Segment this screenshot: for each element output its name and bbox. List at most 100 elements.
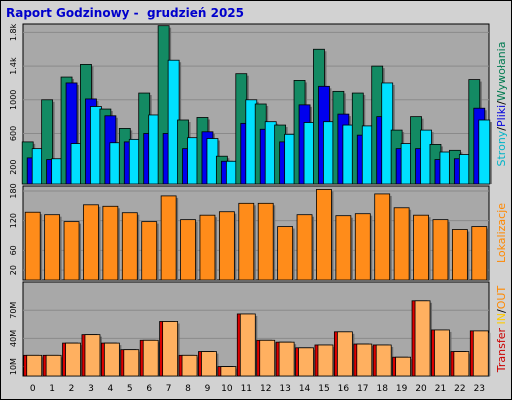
ytick-label-pages: 1000 xyxy=(9,90,18,110)
bar-transfer-3 xyxy=(84,334,101,377)
panel-label-part: Pliki xyxy=(495,105,508,127)
xtick-label: 20 xyxy=(415,384,427,394)
bar-visits-5 xyxy=(121,212,138,281)
bar-transfer-7 xyxy=(162,321,179,377)
chart-title: Raport Godzinowy - grudzień 2025 xyxy=(6,6,244,20)
xtick-label: 12 xyxy=(260,384,271,394)
bar-pages-23 xyxy=(478,119,491,185)
bar-visits-12 xyxy=(257,202,274,281)
xtick-label: 18 xyxy=(376,384,388,394)
xtick-label: 13 xyxy=(279,384,290,394)
bar-transfer-8 xyxy=(181,354,198,377)
panel-label-part: IN xyxy=(495,313,508,324)
panel-label-part: Transfer xyxy=(495,327,508,373)
bar-visits-7 xyxy=(160,195,177,281)
panel-label-part: Lokalizacje xyxy=(495,203,508,263)
bar-transfer-6 xyxy=(142,339,159,377)
bar-visits-13 xyxy=(277,226,294,281)
bar-transfer-14 xyxy=(298,347,314,377)
panel-label-part: Strony xyxy=(495,130,508,166)
bar-visits-1 xyxy=(44,214,61,281)
xtick-label: 19 xyxy=(396,384,408,394)
ytick-label-transfer: 40M xyxy=(9,330,18,347)
bar-visits-22 xyxy=(451,229,468,281)
ytick-label-pages: 1.8k xyxy=(9,23,18,41)
bar-visits-0 xyxy=(24,211,41,281)
bar-visits-19 xyxy=(393,207,410,281)
ytick-label-visits: 20 xyxy=(9,265,18,275)
bar-transfer-1 xyxy=(45,354,62,377)
xtick-label: 10 xyxy=(221,384,233,394)
bar-visits-16 xyxy=(335,215,352,281)
bar-visits-17 xyxy=(354,213,371,281)
bar-transfer-12 xyxy=(259,339,276,377)
bar-transfer-15 xyxy=(317,344,334,377)
ytick-label-transfer: 70M xyxy=(9,302,18,319)
xtick-label: 2 xyxy=(69,384,75,394)
bar-transfer-5 xyxy=(123,349,140,377)
bar-transfer-2 xyxy=(65,342,81,377)
bar-transfer-11 xyxy=(239,313,256,377)
xtick-label: 17 xyxy=(357,384,368,394)
panel-label-transfer: Transfer IN/OUT xyxy=(495,286,508,374)
bar-transfer-4 xyxy=(103,342,120,377)
panel-label-part: / xyxy=(495,309,508,313)
ytick-label-pages: 1.4k xyxy=(9,57,18,75)
ytick-label-visits: 120 xyxy=(9,213,18,228)
bar-transfer-21 xyxy=(434,329,450,377)
xtick-label: 16 xyxy=(338,384,350,394)
panel-visits xyxy=(22,185,490,281)
bar-visits-14 xyxy=(296,214,313,281)
bar-transfer-10 xyxy=(220,366,237,377)
bar-visits-15 xyxy=(316,189,332,281)
xtick-label: 3 xyxy=(88,384,94,394)
xtick-label: 14 xyxy=(299,384,311,394)
panel-label-part: / xyxy=(495,127,508,131)
ytick-label-transfer: 10M xyxy=(9,358,18,375)
bar-visits-9 xyxy=(199,214,216,281)
bar-visits-18 xyxy=(374,193,391,281)
bar-transfer-9 xyxy=(201,351,217,377)
bar-visits-3 xyxy=(83,204,99,281)
panel-label-pages: Strony/Pliki/Wywołania xyxy=(495,42,508,167)
bar-visits-10 xyxy=(218,211,235,281)
bar-transfer-0 xyxy=(26,354,43,377)
bar-transfer-16 xyxy=(336,331,353,377)
panel-label-part: OUT xyxy=(495,286,508,310)
bar-visits-2 xyxy=(63,221,80,281)
ytick-label-visits: 180 xyxy=(9,183,18,198)
bar-visits-4 xyxy=(102,205,119,281)
xtick-label: 23 xyxy=(474,384,485,394)
xtick-label: 11 xyxy=(241,384,252,394)
ytick-label-visits: 60 xyxy=(9,245,18,255)
xtick-label: 7 xyxy=(166,384,172,394)
bar-transfer-20 xyxy=(414,300,431,377)
panel-label-part: Wywołania xyxy=(495,42,508,102)
xtick-label: 9 xyxy=(205,384,211,394)
bar-visits-21 xyxy=(432,219,449,281)
xtick-label: 5 xyxy=(127,384,133,394)
bar-transfer-22 xyxy=(453,351,470,377)
xtick-label: 0 xyxy=(30,384,36,394)
xtick-label: 22 xyxy=(454,384,465,394)
bar-transfer-18 xyxy=(375,344,392,377)
panel-label-part: / xyxy=(495,101,508,105)
bar-visits-20 xyxy=(413,214,429,281)
bar-transfer-17 xyxy=(356,343,373,377)
xtick-label: 21 xyxy=(435,384,446,394)
panel-label-visits: Lokalizacje xyxy=(495,203,508,263)
bar-visits-8 xyxy=(180,219,196,281)
ytick-label-pages: 200 xyxy=(9,160,18,175)
bar-visits-11 xyxy=(238,202,255,281)
ytick-label-pages: 600 xyxy=(9,126,18,141)
xtick-label: 1 xyxy=(49,384,55,394)
xtick-label: 6 xyxy=(146,384,152,394)
bar-transfer-19 xyxy=(395,356,412,377)
bar-visits-23 xyxy=(471,226,488,281)
bar-transfer-13 xyxy=(278,341,295,377)
bar-transfer-23 xyxy=(472,330,489,377)
xtick-label: 4 xyxy=(108,384,114,394)
bar-visits-6 xyxy=(141,221,158,281)
xtick-label: 15 xyxy=(318,384,329,394)
